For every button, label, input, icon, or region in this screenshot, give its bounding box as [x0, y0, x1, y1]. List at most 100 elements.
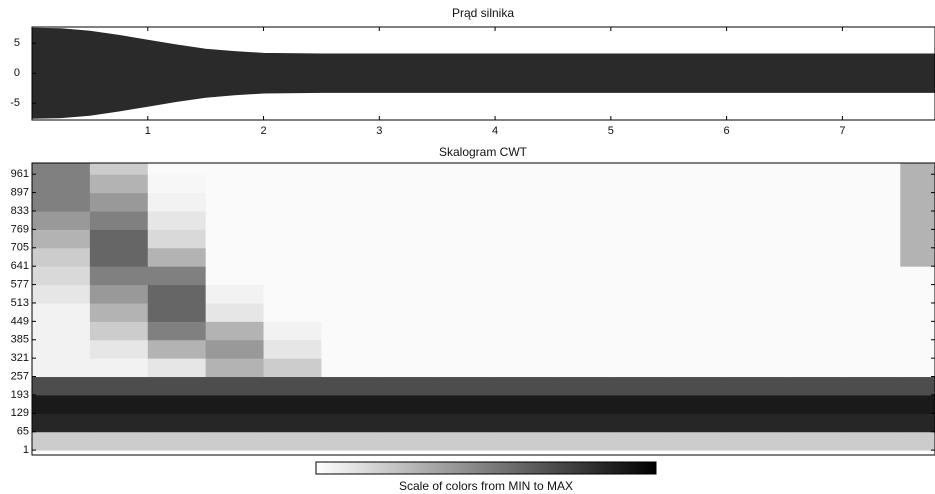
heatmap-cell [610, 247, 670, 267]
heatmap-cell [205, 284, 265, 304]
x-tick-label: 3 [376, 125, 382, 137]
heatmap-cell [379, 163, 438, 175]
heatmap-cell [495, 431, 554, 451]
heatmap-cell [147, 192, 207, 212]
heatmap-cell [495, 302, 554, 322]
y-tick-label: 769 [11, 223, 29, 235]
heatmap-cell [784, 376, 843, 396]
heatmap-cell [784, 413, 843, 433]
scalogram-title: Skalogram CWT [439, 145, 528, 159]
heatmap-cell [784, 431, 843, 451]
heatmap-cell [552, 431, 612, 451]
heatmap-cell [784, 174, 843, 194]
heatmap-cell [147, 210, 207, 230]
heatmap-cell [147, 229, 207, 249]
heatmap-cell [147, 339, 207, 359]
heatmap-cell [147, 163, 207, 175]
heatmap-cell [900, 192, 935, 212]
y-tick-label: 833 [11, 205, 29, 217]
heatmap-cell [495, 247, 554, 267]
heatmap-cell [321, 163, 380, 175]
heatmap-cell [900, 174, 935, 194]
heatmap-cell [147, 431, 207, 451]
heatmap-cell [379, 192, 438, 212]
heatmap-cell [784, 321, 843, 341]
heatmap-cell [495, 413, 554, 433]
heatmap-cell [726, 192, 785, 212]
heatmap-cell [784, 284, 843, 304]
heatmap-cell [263, 413, 322, 433]
heatmap-cell [205, 431, 265, 451]
heatmap-cell [552, 394, 612, 414]
plot-frame [31, 162, 935, 456]
heatmap-cell [437, 302, 496, 322]
heatmap-cell [147, 413, 207, 433]
y-tick-label: 65 [17, 426, 29, 438]
heatmap-cell [437, 394, 496, 414]
heatmap-cell [726, 229, 785, 249]
heatmap-cell [842, 192, 901, 212]
heatmap-cell [437, 376, 496, 396]
heatmap-cell [379, 302, 438, 322]
heatmap-cell [610, 302, 670, 322]
heatmap-cell [552, 358, 612, 378]
heatmap-cell [263, 210, 322, 230]
heatmap-cell [321, 229, 380, 249]
heatmap-cell [610, 284, 670, 304]
y-tick-label: 5 [14, 37, 20, 49]
heatmap-cell [437, 431, 496, 451]
heatmap-cell [900, 394, 935, 414]
heatmap-cell [263, 302, 322, 322]
heatmap-cell [495, 266, 554, 286]
heatmap-cell [726, 247, 785, 267]
heatmap-cell [552, 192, 612, 212]
heatmap-cell [379, 210, 438, 230]
heatmap-cell [552, 210, 612, 230]
signal-envelope [31, 27, 935, 74]
y-tick-label: 193 [11, 389, 29, 401]
heatmap-cell [147, 376, 207, 396]
heatmap-cell [89, 266, 149, 286]
heatmap-cell [842, 376, 901, 396]
heatmap-cell [205, 192, 265, 212]
heatmap-cell [668, 339, 728, 359]
heatmap-cell [668, 174, 728, 194]
heatmap-cell [726, 413, 785, 433]
heatmap-cell [32, 210, 91, 230]
heatmap-cell [263, 247, 322, 267]
heatmap-cell [726, 376, 785, 396]
heatmap-cell [552, 302, 612, 322]
heatmap-cell [726, 321, 785, 341]
heatmap-cell [610, 394, 670, 414]
heatmap-cell [263, 266, 322, 286]
heatmap-cell [900, 376, 935, 396]
heatmap-cell [784, 394, 843, 414]
heatmap-cell [379, 321, 438, 341]
heatmap-cell [842, 431, 901, 451]
heatmap-cell [610, 376, 670, 396]
y-tick-label: 961 [11, 168, 29, 180]
heatmap-cell [726, 358, 785, 378]
heatmap-cell [32, 266, 91, 286]
heatmap-cell [437, 266, 496, 286]
heatmap-cell [668, 413, 728, 433]
heatmap-cell [668, 358, 728, 378]
heatmap-cell [668, 321, 728, 341]
heatmap-cell [205, 302, 265, 322]
heatmap-cell [668, 376, 728, 396]
heatmap-cell [205, 229, 265, 249]
heatmap-cell [784, 192, 843, 212]
heatmap-cell [552, 284, 612, 304]
signal-envelope [31, 72, 935, 119]
heatmap-cell [32, 321, 91, 341]
heatmap-cell [668, 210, 728, 230]
heatmap-cell [610, 266, 670, 286]
heatmap-cell [32, 358, 91, 378]
heatmap-cell [552, 174, 612, 194]
heatmap-cell [495, 229, 554, 249]
heatmap-cell [205, 413, 265, 433]
heatmap-cell [147, 302, 207, 322]
heatmap-cell [437, 210, 496, 230]
y-tick-label: 897 [11, 187, 29, 199]
y-tick-label: -5 [10, 97, 20, 109]
